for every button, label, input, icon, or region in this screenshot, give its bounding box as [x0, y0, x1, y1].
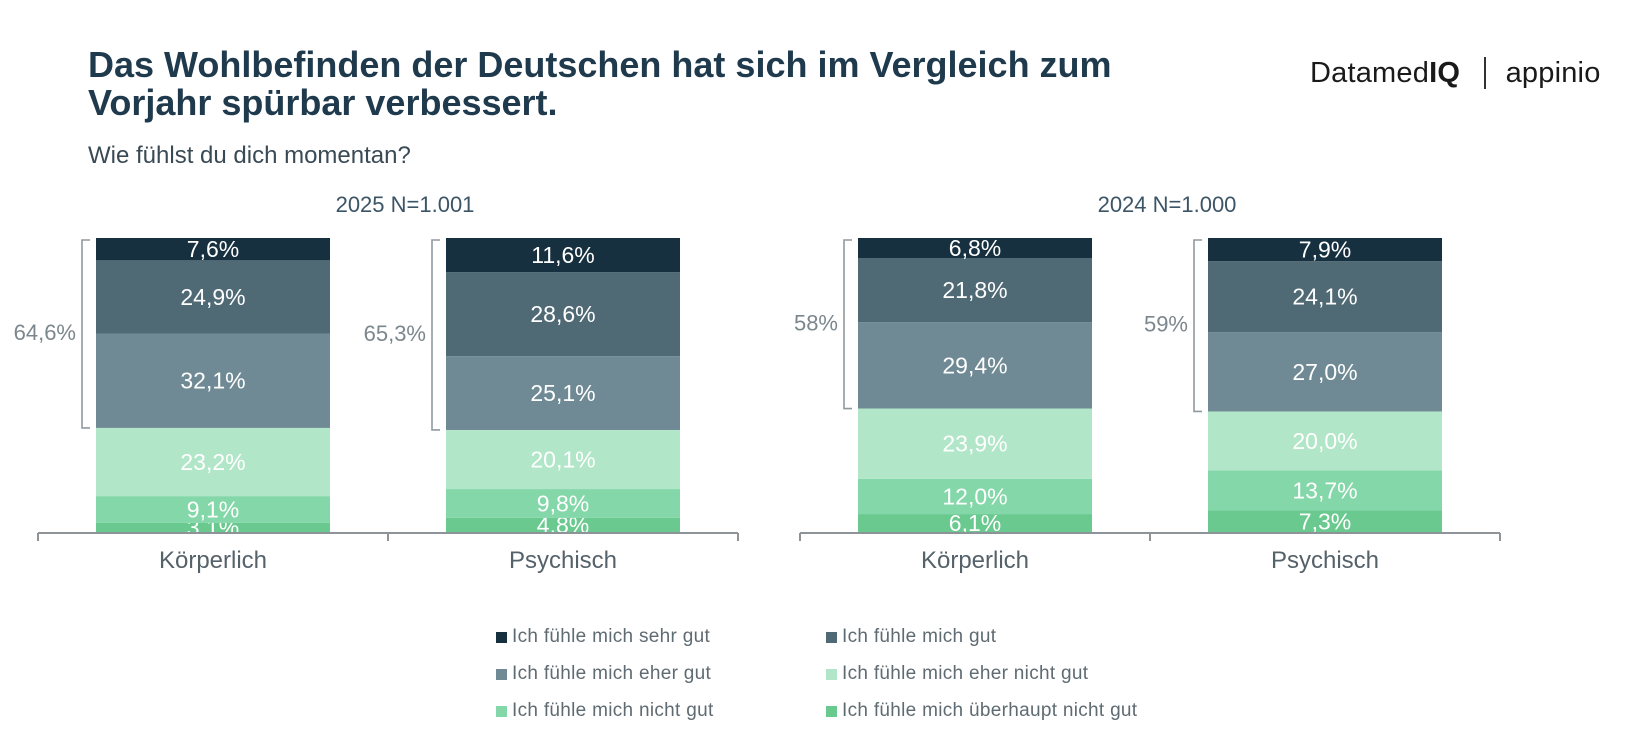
data-label: 20,0% [1292, 428, 1357, 454]
bar-segment [446, 489, 680, 518]
legend-item-sehr-gut: Ich fühle mich sehr gut [496, 626, 826, 648]
category-label: Körperlich [159, 547, 267, 574]
bar-segment [1208, 470, 1442, 511]
bar-segment [96, 260, 330, 334]
legend-swatch [826, 631, 837, 643]
data-label: 11,6% [531, 242, 595, 268]
data-label: 24,1% [1292, 284, 1357, 310]
legend-label: Ich fühle mich nicht gut [512, 700, 714, 721]
bracket [81, 239, 90, 429]
bar-segment [96, 496, 330, 523]
bar-segment [1208, 510, 1442, 532]
title-line-2: Vorjahr spürbar verbessert. [88, 82, 558, 123]
legend-swatch [496, 705, 507, 717]
bar-segment [1208, 332, 1442, 412]
bar-segment [858, 408, 1092, 479]
title-line-1: Das Wohlbefinden der Deutschen hat sich … [88, 44, 1112, 85]
bar-segment [96, 522, 330, 532]
legend-item-eher-nicht-gut: Ich fühle mich eher nicht gut [826, 663, 1156, 685]
data-label: 20,1% [530, 447, 595, 473]
bar-segment [96, 238, 330, 261]
data-label: 7,6% [187, 236, 239, 262]
data-label: 29,4% [942, 352, 1007, 378]
data-label: 21,8% [942, 277, 1007, 303]
data-label: 27,0% [1292, 359, 1357, 385]
category-label: Körperlich [921, 547, 1029, 574]
datamed-logo-text: Datamed [1310, 56, 1430, 89]
legend-item-gut: Ich fühle mich gut [826, 626, 1156, 648]
legend-label: Ich fühle mich eher gut [512, 663, 712, 684]
bar-segment [1208, 411, 1442, 471]
legend-swatch [826, 705, 837, 717]
bar-segment [446, 356, 680, 430]
data-label: 7,9% [1299, 237, 1351, 263]
legend-label: Ich fühle mich sehr gut [512, 626, 711, 647]
panel-title: 2025 N=1.001 [336, 192, 475, 217]
stacked-bar-charts: 2025 N=1.0013,1%9,1%23,2%32,1%24,9%7,6%6… [14, 192, 1501, 574]
bracket [431, 239, 440, 431]
bar-segment [858, 238, 1092, 258]
bar-segment [96, 333, 330, 428]
datamed-iq-logo: DatamedIQ [1310, 57, 1460, 90]
category-label: Psychisch [1271, 547, 1379, 574]
data-label: 23,2% [180, 449, 245, 475]
bracket-label: 58% [794, 310, 838, 335]
bracket-label: 65,3% [364, 321, 426, 346]
chart-panel-2: 2024 N=1.000 6,1%12,0% 23,9% 29,4% 21,8% 6,8%… [794, 192, 1501, 574]
legend-item-nicht-gut: Ich fühle mich nicht gut [496, 700, 826, 722]
category-label: Psychisch [509, 547, 617, 574]
data-label: 9,8% [537, 490, 589, 516]
data-label: 28,6% [530, 301, 595, 327]
data-label: 6,1% [949, 510, 1001, 536]
legend-label: Ich fühle mich eher nicht gut [842, 663, 1089, 684]
bar-segment [446, 429, 680, 490]
bracket-label: 59% [1144, 312, 1188, 337]
data-label: 6,8% [949, 235, 1001, 261]
legend-swatch [826, 668, 837, 680]
legend-swatch [496, 631, 507, 643]
logo-divider [1484, 57, 1486, 89]
data-label: 12,0% [942, 483, 1007, 509]
chart-subtitle: Wie fühlst du dich momentan? [88, 142, 411, 169]
panel-title: 2024 N=1.000 [1098, 192, 1237, 217]
bar-segment [1208, 261, 1442, 333]
logo-area: DatamedIQ appinio [1310, 50, 1620, 96]
bracket [1193, 239, 1202, 413]
legend-label: Ich fühle mich gut [842, 626, 997, 647]
legend-label: Ich fühle mich überhaupt nicht gut [842, 700, 1138, 721]
bar-segment [858, 322, 1092, 409]
data-label: 25,1% [530, 380, 595, 406]
data-label: 24,9% [180, 284, 245, 310]
chart-title: Das Wohlbefinden der Deutschen hat sich … [88, 46, 1208, 122]
bar-segment [858, 514, 1092, 532]
bracket-label: 64,6% [14, 320, 76, 345]
appinio-logo: appinio [1505, 56, 1601, 89]
bar-segment [446, 238, 680, 273]
data-label: 7,3% [1299, 508, 1351, 534]
bar-segment [446, 272, 680, 357]
bar-segment [1208, 238, 1442, 262]
data-label: 23,9% [942, 431, 1007, 457]
bar-segment [96, 427, 330, 497]
legend-item-eher-gut: Ich fühle mich eher gut [496, 663, 826, 685]
datamed-logo-iq: IQ [1429, 56, 1461, 89]
legend-swatch [496, 668, 507, 680]
data-label: 9,1% [187, 497, 239, 523]
bar-segment [446, 517, 680, 532]
chart-legend: Ich fühle mich sehr gut Ich fühle mich g… [496, 626, 1176, 722]
data-label: 13,7% [1292, 477, 1357, 503]
bar-segment [858, 257, 1092, 323]
bracket [843, 239, 852, 410]
bar-segment [858, 478, 1092, 515]
chart-panel-1: 2025 N=1.0013,1%9,1%23,2%32,1%24,9%7,6%6… [14, 192, 739, 574]
data-label: 32,1% [180, 368, 245, 394]
legend-item-ueberhaupt-nicht-gut: Ich fühle mich überhaupt nicht gut [826, 700, 1156, 722]
